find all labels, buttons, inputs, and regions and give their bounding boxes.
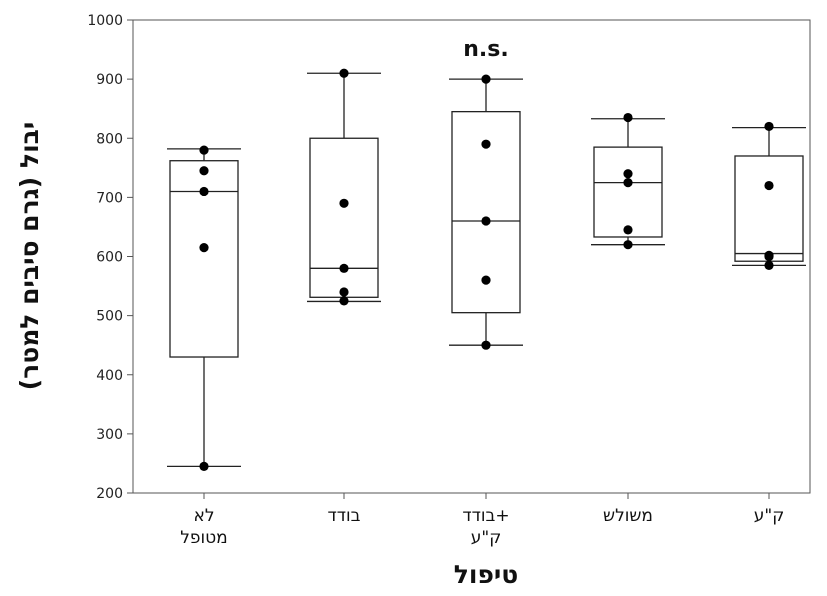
y-tick-label-200: 200 (96, 486, 123, 502)
y-axis: 200 300 400 500 600 700 800 900 1000 (87, 13, 133, 502)
data-point-1-4 (339, 68, 349, 78)
box-3 (593, 146, 663, 238)
category-label-3-line-0: משולש (603, 506, 653, 526)
data-point-0-2 (199, 186, 209, 197)
box-4 (734, 155, 804, 262)
box-group-2 (449, 74, 523, 350)
category-label-2-line-0: בודד+ (462, 506, 509, 526)
data-point-1-1 (339, 287, 349, 297)
data-point-2-0 (481, 340, 491, 350)
x-axis-title: טיפול (454, 560, 519, 589)
category-label-1: בודד (327, 506, 360, 526)
data-point-2-3 (481, 139, 491, 149)
data-point-4-0 (764, 260, 774, 270)
box-group-4 (732, 121, 806, 270)
box-1 (309, 137, 379, 298)
box-group-3 (591, 112, 665, 250)
category-label-0-line-0: לא (193, 506, 214, 526)
y-axis-title: יבול (גרם סיבים למטר) (15, 122, 44, 391)
data-point-0-4 (199, 145, 209, 155)
data-point-4-3 (764, 180, 774, 191)
data-point-1-2 (339, 263, 349, 273)
data-point-2-4 (481, 74, 491, 84)
data-point-0-3 (199, 166, 209, 176)
category-label-3: משולש (603, 506, 653, 526)
data-point-3-4 (623, 112, 633, 123)
data-point-2-1 (481, 275, 491, 285)
y-tick-label-900: 900 (96, 72, 123, 88)
data-point-0-1 (199, 243, 209, 253)
y-tick-label-1000: 1000 (87, 13, 123, 29)
y-tick-label-300: 300 (96, 427, 123, 443)
category-label-2: בודד+ ק"ע (462, 506, 509, 548)
category-label-1-line-0: בודד (327, 506, 360, 526)
category-label-0: לא מטופל (180, 506, 227, 548)
category-label-2-line-1: ק"ע (471, 528, 502, 548)
data-point-0-0 (199, 461, 209, 471)
data-point-3-3 (623, 169, 633, 179)
data-point-3-2 (623, 177, 633, 188)
category-label-0-line-1: מטופל (180, 528, 227, 548)
y-tick-label-800: 800 (96, 131, 123, 147)
category-label-4: ק"ע (754, 506, 785, 526)
data-point-1-0 (339, 296, 349, 306)
data-point-3-1 (623, 225, 633, 235)
data-point-2-2 (481, 216, 491, 226)
box-group-0 (167, 145, 241, 471)
box-group-1 (307, 68, 381, 306)
y-tick-label-500: 500 (96, 309, 123, 325)
data-point-3-0 (623, 240, 633, 250)
data-point-4-4 (764, 121, 774, 132)
data-point-4-2 (764, 250, 774, 260)
y-tick-label-600: 600 (96, 250, 123, 266)
significance-annotation: n.s. (463, 37, 508, 62)
category-label-4-line-0: ק"ע (754, 506, 785, 526)
boxes (167, 68, 806, 471)
y-tick-label-400: 400 (96, 368, 123, 384)
y-tick-label-700: 700 (96, 190, 123, 206)
data-point-1-3 (339, 198, 349, 208)
